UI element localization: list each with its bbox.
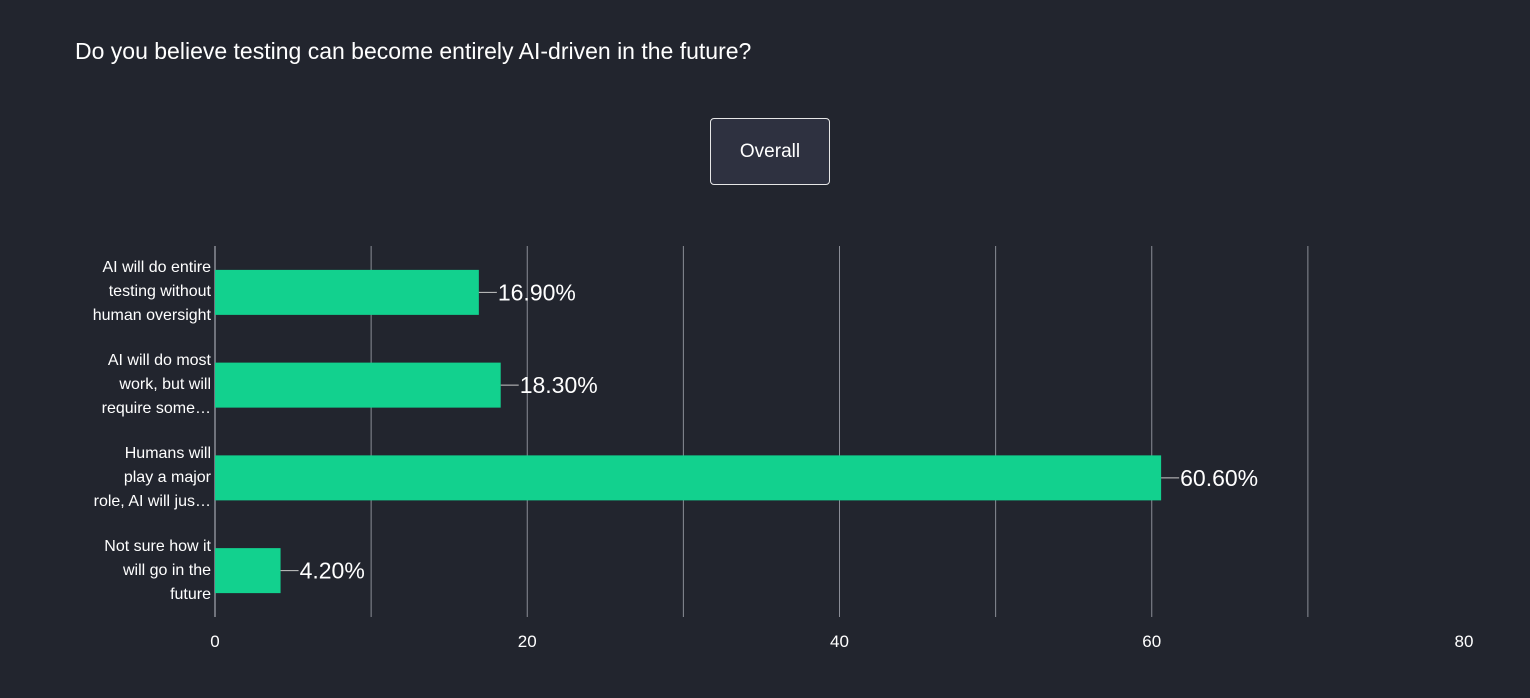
x-axis-ticks: 0 20 40 60 80 <box>210 632 1473 651</box>
question-title: Do you believe testing can become entire… <box>75 38 752 64</box>
x-tick-label: 0 <box>210 632 219 651</box>
category-label-line: role, AI will jus… <box>93 492 211 510</box>
data-labels: 16.90% 18.30% 60.60% 4.20% <box>280 279 1258 584</box>
data-label: 16.90% <box>498 279 576 305</box>
x-tick-label: 60 <box>1142 632 1161 651</box>
bar[interactable] <box>215 269 479 315</box>
bar[interactable] <box>215 362 501 408</box>
category-label-line: will go in the <box>122 561 211 579</box>
category-label-line: require some… <box>101 400 211 418</box>
category-label-line: human oversight <box>92 307 211 325</box>
category-label-line: play a major <box>123 468 211 486</box>
category-label: Humans will play a major role, AI will jus… <box>11 442 211 514</box>
category-label-line: work, but will <box>119 376 211 394</box>
category-label-line: AI will do most <box>107 352 211 370</box>
category-label-line: Humans will <box>124 444 211 462</box>
x-tick-label: 40 <box>830 632 849 651</box>
category-label: AI will do most work, but will require som… <box>11 349 211 421</box>
category-label-line: AI will do entire <box>102 259 212 277</box>
data-label: 60.60% <box>1180 465 1258 491</box>
category-label: Not sure how it will go in the future <box>11 535 211 607</box>
category-label-line: future <box>170 585 211 603</box>
category-label-line: Not sure how it <box>104 537 211 555</box>
bars <box>215 269 1162 594</box>
bar[interactable] <box>215 455 1162 501</box>
overall-filter-button[interactable]: Overall <box>710 118 830 185</box>
category-label-line: testing without <box>108 283 211 301</box>
category-label: AI will do entire testing without human ov… <box>11 256 211 328</box>
x-tick-label: 20 <box>518 632 537 651</box>
x-tick-label: 80 <box>1455 632 1474 651</box>
data-label: 4.20% <box>300 558 365 584</box>
bar[interactable] <box>215 548 281 594</box>
data-label: 18.30% <box>520 372 598 398</box>
